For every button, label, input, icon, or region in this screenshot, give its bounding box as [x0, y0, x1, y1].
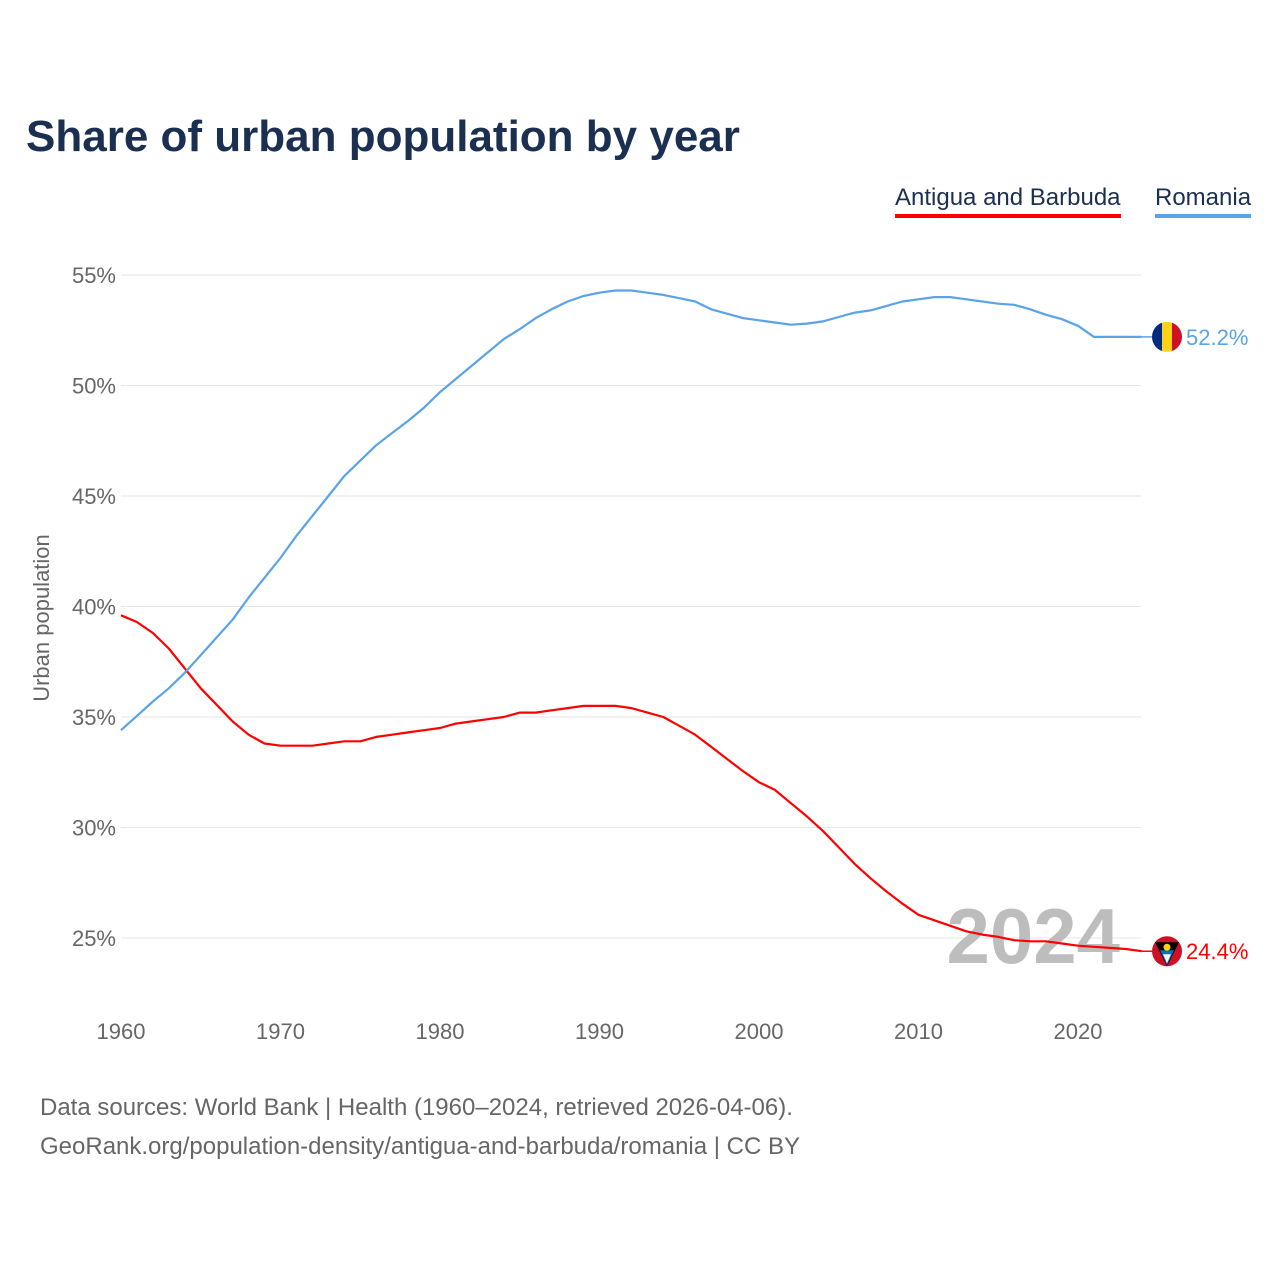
- flag-romania-icon: [1172, 321, 1182, 352]
- x-tick-label: 2020: [1054, 1019, 1103, 1044]
- legend-romania[interactable]: Romania: [1155, 184, 1252, 218]
- x-tick-label: 1960: [97, 1019, 146, 1044]
- y-tick-label: 35%: [72, 705, 116, 730]
- y-tick-label: 25%: [72, 926, 116, 951]
- data-source-text: Data sources: World Bank | Health (1960–…: [40, 1094, 793, 1121]
- x-tick-label: 1990: [575, 1019, 624, 1044]
- y-tick-label: 50%: [72, 374, 116, 399]
- x-tick-label: 1970: [256, 1019, 305, 1044]
- chart-title: Share of urban population by year: [26, 112, 740, 161]
- y-tick-label: 55%: [72, 263, 116, 288]
- source-url-text[interactable]: GeoRank.org/population-density/antigua-a…: [40, 1133, 801, 1160]
- x-tick-label: 2000: [735, 1019, 784, 1044]
- x-tick-label: 2010: [894, 1019, 943, 1044]
- y-tick-label: 30%: [72, 815, 116, 840]
- year-watermark: 2024: [946, 892, 1120, 980]
- y-tick-label: 45%: [72, 484, 116, 509]
- end-value-label-antigua-and-barbuda: 24.4%: [1186, 939, 1248, 964]
- flag-romania-icon: [1162, 321, 1172, 352]
- footer: Data sources: World Bank | Health (1960–…: [40, 1088, 800, 1166]
- flag-antigua-sun-icon: [1163, 943, 1171, 951]
- legend-antigua-and-barbuda[interactable]: Antigua and Barbuda: [895, 184, 1121, 218]
- x-tick-label: 1980: [416, 1019, 465, 1044]
- series-line-romania: [120, 289, 1142, 732]
- y-tick-label: 40%: [72, 594, 116, 619]
- end-value-label-romania: 52.2%: [1186, 325, 1248, 350]
- flag-romania-icon: [1152, 321, 1162, 352]
- flag-antigua-icon: [1163, 954, 1171, 964]
